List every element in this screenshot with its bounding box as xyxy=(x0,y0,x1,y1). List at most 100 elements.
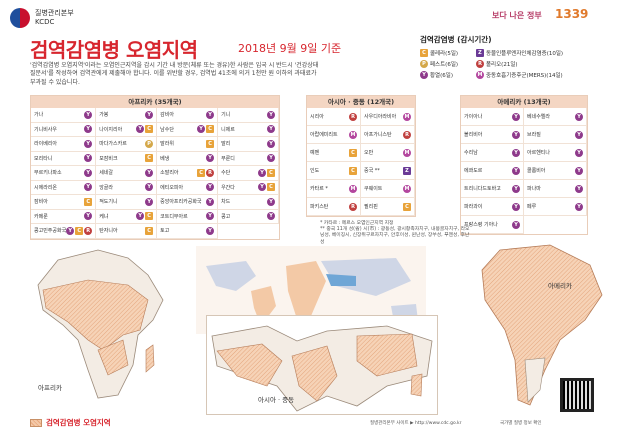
country-name: 페루 xyxy=(527,204,537,210)
country-cell: 파키스탄 R xyxy=(307,198,361,216)
country-cell: 모잠비크 C xyxy=(96,151,158,166)
country-cell: 프랑스령 기아나 Y xyxy=(461,216,524,234)
qr-code-icon[interactable] xyxy=(560,378,594,412)
region-africa-title: 아프리카 (35개국) xyxy=(31,96,279,108)
country-cell: 부룬디 Y xyxy=(218,151,279,166)
country-name: 앙골라 xyxy=(99,184,114,191)
disease-tags: C xyxy=(145,226,154,235)
country-cell: 앙골라 Y xyxy=(96,180,158,195)
country-name: 기니비사우 xyxy=(34,126,58,133)
country-name: 모잠비크 xyxy=(99,155,118,162)
disease-badge-y: Y xyxy=(512,166,520,175)
country-cell: 카타르 * M xyxy=(307,180,361,198)
country-cell: 세네갈 Y xyxy=(96,166,158,181)
country-cell: 에티오피아 Y xyxy=(157,180,219,195)
map-legend-label: 검역감염병 오염지역 xyxy=(46,418,111,427)
country-name: 니제르 xyxy=(221,126,235,133)
legend-item-label: 콜레라(5일) xyxy=(430,51,459,57)
country-name: 우간다 xyxy=(221,184,235,191)
disease-badge-y: Y xyxy=(197,125,206,134)
legend-item: C 콜레라(5일) xyxy=(420,49,472,57)
disease-tags: M xyxy=(403,112,411,121)
disease-badge-y: Y xyxy=(84,154,93,163)
disease-badge-r: R xyxy=(84,226,93,235)
country-name: 볼리비아 xyxy=(464,132,483,138)
disease-badge-y: Y xyxy=(84,212,93,221)
country-cell: 소말리아 C R xyxy=(157,166,219,181)
america-map-label: 아메리카 xyxy=(548,282,572,290)
country-cell: 적도기니 Y xyxy=(96,195,158,210)
disease-tags: Y xyxy=(84,168,93,177)
agency-name-en: KCDC xyxy=(35,18,55,26)
country-name: 수리남 xyxy=(464,150,478,156)
country-cell: 콩고민주공화국 Y C R xyxy=(31,224,97,239)
disease-badge-y: Y xyxy=(145,110,154,119)
region-america: 아메리카 (13개국) 가이아나 Y 베네수엘라 Y 볼리비아 Y 브라질 Y 수리남 Y 아르헨티… xyxy=(460,95,588,235)
disease-badge-m: M xyxy=(403,112,411,121)
disease-tags: Y xyxy=(267,197,275,206)
agency-name: 질병관리본부 xyxy=(35,9,74,17)
country-name: 적도기니 xyxy=(99,199,118,206)
disease-badge-c: C xyxy=(84,197,93,206)
disease-badge-y: Y xyxy=(512,202,520,211)
country-name: 카메룬 xyxy=(34,213,48,220)
disease-tags: Y xyxy=(84,183,93,192)
disease-tags: R xyxy=(403,130,411,139)
country-name: 아르헨티나 xyxy=(527,150,551,156)
legend-item: M 중동호흡기증후군(MERS)(14일) xyxy=(476,71,610,79)
disease-badge-c: C xyxy=(145,212,154,221)
disease-badge-y: Y xyxy=(267,212,275,221)
disease-badge-m: M xyxy=(476,71,484,79)
disease-badge-y: Y xyxy=(136,212,145,221)
country-cell: 쿠웨이트 M xyxy=(361,180,415,198)
country-cell: 시에라리온 Y xyxy=(31,180,97,195)
disease-tags: Y xyxy=(145,197,154,206)
country-name: 오만 xyxy=(364,150,374,156)
disease-badge-r: R xyxy=(403,130,411,139)
country-name: 말리 xyxy=(221,141,231,148)
country-name: 부르키나파소 xyxy=(34,170,62,177)
disease-tags: Y xyxy=(267,110,275,119)
country-name: 트리니다드토바고 xyxy=(464,186,501,192)
disease-badge-y: Y xyxy=(512,148,520,157)
legend-item-label: 동물인플루엔자인체감염증(10일) xyxy=(486,51,564,57)
disease-badge-r: R xyxy=(349,112,357,121)
disease-badge-y: Y xyxy=(267,110,275,119)
country-cell: 남수단 Y C xyxy=(157,122,219,137)
country-name: 파라과이 xyxy=(464,204,483,210)
disease-badge-y: Y xyxy=(206,226,215,235)
legend-item: Z 동물인플루엔자인체감염증(10일) xyxy=(476,49,610,57)
disease-badge-y: Y xyxy=(206,110,215,119)
disease-tags: Y xyxy=(206,197,215,206)
country-name: 부룬디 xyxy=(221,155,235,162)
country-name: 가나 xyxy=(34,112,44,119)
disease-badge-y: Y xyxy=(66,226,75,235)
website-link[interactable]: 질병관리본부 사이트 ▶ http://www.cdc.go.kr xyxy=(370,421,462,426)
disease-badge-p: P xyxy=(145,139,154,148)
disease-tags: Y xyxy=(512,112,520,121)
disease-tags: Y xyxy=(267,212,275,221)
disease-tags: Y xyxy=(575,148,583,157)
country-name: 카타르 * xyxy=(310,186,328,192)
disease-tags: Y xyxy=(84,110,93,119)
legend-item: P 페스트(6일) xyxy=(420,60,472,68)
disease-tags: M xyxy=(349,184,357,193)
country-cell: 기니비사우 Y xyxy=(31,122,97,137)
disease-tags: Y xyxy=(575,112,583,121)
country-cell: 필리핀 C xyxy=(361,198,415,216)
hotline-logo: 1339 xyxy=(555,7,589,21)
disease-badge-y: Y xyxy=(84,168,93,177)
disease-tags: Y xyxy=(206,183,215,192)
disease-badge-y: Y xyxy=(267,197,275,206)
disease-badge-y: Y xyxy=(84,110,93,119)
country-name: 프랑스령 기아나 xyxy=(464,222,498,228)
footnotes: * 카타르 : 메르스 오염인근지역 지정 ** 중국 11개 성(省) 시(市… xyxy=(320,221,470,246)
disease-badge-c: C xyxy=(403,202,411,211)
disease-badge-c: C xyxy=(145,226,154,235)
disease-tags: Y xyxy=(512,220,520,229)
country-cell: 모리타니 Y xyxy=(31,151,97,166)
country-cell: 에콰도르 Y xyxy=(461,162,524,180)
country-name: 중국 ** xyxy=(364,168,380,174)
